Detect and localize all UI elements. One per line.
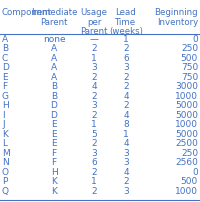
Text: 3: 3: [123, 158, 129, 167]
Text: 500: 500: [181, 54, 198, 63]
Text: 1: 1: [91, 54, 97, 63]
Text: 2: 2: [123, 73, 129, 81]
Text: 4: 4: [123, 167, 129, 176]
Text: A: A: [51, 73, 57, 81]
Text: Lead: Lead: [116, 8, 136, 17]
Text: 2: 2: [123, 82, 129, 91]
Text: Parent: Parent: [40, 18, 68, 27]
Text: 4: 4: [91, 82, 97, 91]
Text: J: J: [2, 120, 5, 129]
Text: 3: 3: [123, 186, 129, 195]
Text: (weeks): (weeks): [109, 27, 143, 36]
Text: Usage: Usage: [80, 8, 108, 17]
Text: I: I: [2, 110, 5, 119]
Text: A: A: [51, 54, 57, 63]
Text: 2: 2: [123, 177, 129, 186]
Text: per: per: [87, 18, 101, 27]
Text: A: A: [51, 63, 57, 72]
Text: —: —: [90, 35, 98, 44]
Text: 8: 8: [123, 120, 129, 129]
Text: 1: 1: [91, 120, 97, 129]
Text: A: A: [2, 35, 8, 44]
Text: D: D: [51, 110, 57, 119]
Text: 3: 3: [91, 148, 97, 157]
Text: 2500: 2500: [175, 139, 198, 148]
Text: F: F: [2, 82, 7, 91]
Text: none: none: [43, 35, 65, 44]
Text: 6: 6: [123, 54, 129, 63]
Text: B: B: [51, 82, 57, 91]
Text: 5: 5: [91, 129, 97, 138]
Text: F: F: [51, 158, 57, 167]
Text: A: A: [51, 44, 57, 53]
Text: 2: 2: [123, 101, 129, 110]
Text: 3: 3: [123, 148, 129, 157]
Text: E: E: [51, 129, 57, 138]
Text: 3: 3: [123, 63, 129, 72]
Text: 2: 2: [91, 92, 97, 100]
Text: 1000: 1000: [175, 120, 198, 129]
Text: 5000: 5000: [175, 110, 198, 119]
Text: Beginning: Beginning: [154, 8, 198, 17]
Text: 0: 0: [192, 167, 198, 176]
Text: C: C: [2, 54, 8, 63]
Text: H: H: [2, 101, 9, 110]
Text: F: F: [51, 148, 57, 157]
Text: 2560: 2560: [175, 158, 198, 167]
Text: O: O: [2, 167, 9, 176]
Text: 2: 2: [91, 167, 97, 176]
Text: Inventory: Inventory: [157, 18, 198, 27]
Text: L: L: [2, 139, 7, 148]
Text: 750: 750: [181, 63, 198, 72]
Text: 250: 250: [181, 148, 198, 157]
Text: 2: 2: [91, 186, 97, 195]
Text: 5000: 5000: [175, 101, 198, 110]
Text: 0: 0: [192, 35, 198, 44]
Text: 4: 4: [123, 92, 129, 100]
Text: N: N: [2, 158, 9, 167]
Text: Time: Time: [115, 18, 137, 27]
Text: E: E: [51, 120, 57, 129]
Text: Component: Component: [2, 8, 52, 17]
Text: B: B: [2, 44, 8, 53]
Text: K: K: [2, 129, 8, 138]
Text: 4: 4: [123, 139, 129, 148]
Text: E: E: [51, 139, 57, 148]
Text: 1: 1: [91, 177, 97, 186]
Text: 2: 2: [91, 44, 97, 53]
Text: 4: 4: [123, 110, 129, 119]
Text: 1000: 1000: [175, 186, 198, 195]
Text: 250: 250: [181, 44, 198, 53]
Text: H: H: [51, 167, 57, 176]
Text: M: M: [2, 148, 10, 157]
Text: 2: 2: [91, 110, 97, 119]
Text: 5000: 5000: [175, 129, 198, 138]
Text: 3000: 3000: [175, 82, 198, 91]
Text: 3: 3: [91, 63, 97, 72]
Text: B: B: [51, 92, 57, 100]
Text: 3: 3: [91, 101, 97, 110]
Text: 500: 500: [181, 177, 198, 186]
Text: 2: 2: [123, 44, 129, 53]
Text: 1: 1: [123, 129, 129, 138]
Text: 6: 6: [91, 158, 97, 167]
Text: 1: 1: [123, 35, 129, 44]
Text: E: E: [2, 73, 8, 81]
Text: D: D: [2, 63, 9, 72]
Text: Q: Q: [2, 186, 9, 195]
Text: 2: 2: [91, 139, 97, 148]
Text: 750: 750: [181, 73, 198, 81]
Text: Parent: Parent: [80, 27, 108, 36]
Text: 2: 2: [91, 73, 97, 81]
Text: Immediate: Immediate: [31, 8, 77, 17]
Text: P: P: [2, 177, 7, 186]
Text: K: K: [51, 177, 57, 186]
Text: D: D: [51, 101, 57, 110]
Text: G: G: [2, 92, 9, 100]
Text: 1000: 1000: [175, 92, 198, 100]
Text: K: K: [51, 186, 57, 195]
